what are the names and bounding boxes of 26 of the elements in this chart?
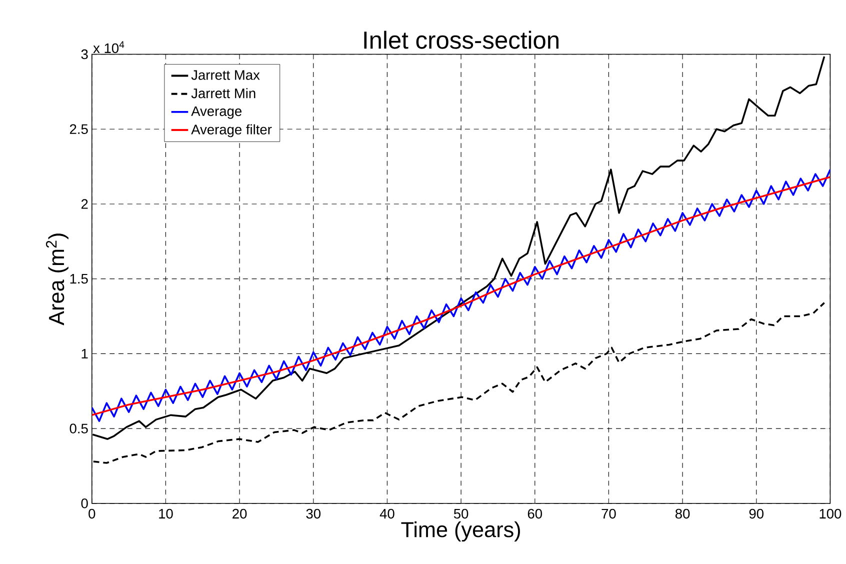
x-tick-label: 90 xyxy=(749,509,764,519)
x-tick-label: 10 xyxy=(159,509,173,519)
legend-label: Average filter xyxy=(191,124,272,138)
x-tick-label: 80 xyxy=(675,509,690,519)
legend-label: Jarrett Max xyxy=(191,70,260,80)
chart-title: Inlet cross-section xyxy=(364,30,558,50)
legend-label: Average xyxy=(191,106,242,119)
x-tick-label: 40 xyxy=(380,509,394,519)
y-tick-label: 3 xyxy=(81,50,88,60)
y-axis-title: Area (m$^{2}$) xyxy=(46,234,68,326)
y-tick-label: 1 xyxy=(82,349,88,359)
x-tick-label: 50 xyxy=(454,509,468,519)
y-tick-label: 2 xyxy=(81,199,88,209)
x-axis-title: Time (years) xyxy=(401,522,520,542)
text: x 10$^{4}$ xyxy=(93,41,124,54)
x-tick-label: 30 xyxy=(306,509,320,519)
y-tick-label: 0.5 xyxy=(70,424,88,434)
y-tick-label: 0 xyxy=(81,498,88,508)
x-tick-label: 60 xyxy=(528,509,542,519)
x-tick-label: 70 xyxy=(602,509,616,519)
legend-label: Jarrett Min xyxy=(191,88,256,98)
x-tick-label: 20 xyxy=(232,509,247,519)
y-tick-label: 1.5 xyxy=(70,274,88,284)
x-tick-label: 0 xyxy=(88,509,96,519)
x-tick-label: 100 xyxy=(820,509,842,519)
y-tick-label: 2.5 xyxy=(70,124,88,134)
